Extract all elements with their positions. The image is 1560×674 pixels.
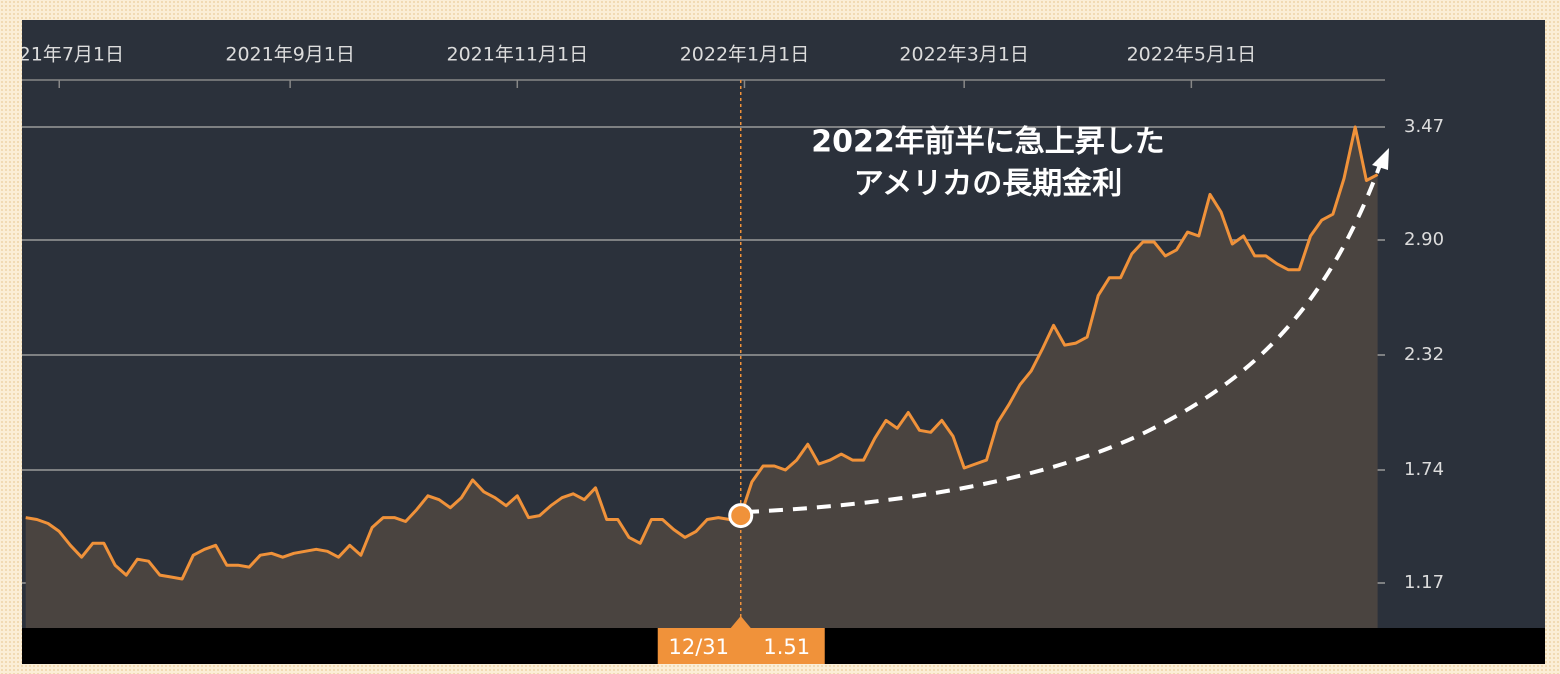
line: [25, 125, 1379, 581]
y-tick-label: 1.74: [1404, 459, 1444, 480]
tooltip-date: 12/31: [668, 635, 729, 659]
annotation: アメリカの長期金利: [854, 167, 1123, 202]
tooltip-pointer: [730, 616, 751, 628]
x-tick-label: 2021年9月1日: [225, 44, 355, 66]
annotation: 2022年前半に急上昇した: [811, 125, 1165, 160]
x-tick-label: 2022年1月1日: [680, 44, 810, 66]
trend-arrow: [744, 164, 1382, 514]
x-tick-label: 2021年7月1日: [0, 44, 124, 66]
x-tick-label: 2022年3月1日: [899, 44, 1029, 66]
tooltip-box: [657, 628, 825, 664]
x-tick-label: 2021年11月1日: [446, 44, 588, 66]
y-tick-label: 3.47: [1404, 116, 1444, 137]
x-tick-label: 2022年5月1日: [1127, 44, 1257, 66]
y-tick-label: 2.32: [1404, 344, 1444, 365]
area: [25, 127, 1378, 628]
y-tick-label: 1.17: [1404, 572, 1444, 593]
arrow-head: [1372, 148, 1389, 170]
tooltip-value: 1.51: [763, 635, 810, 659]
y-tick-label: 2.90: [1404, 229, 1444, 250]
highlight-point: [728, 503, 754, 529]
